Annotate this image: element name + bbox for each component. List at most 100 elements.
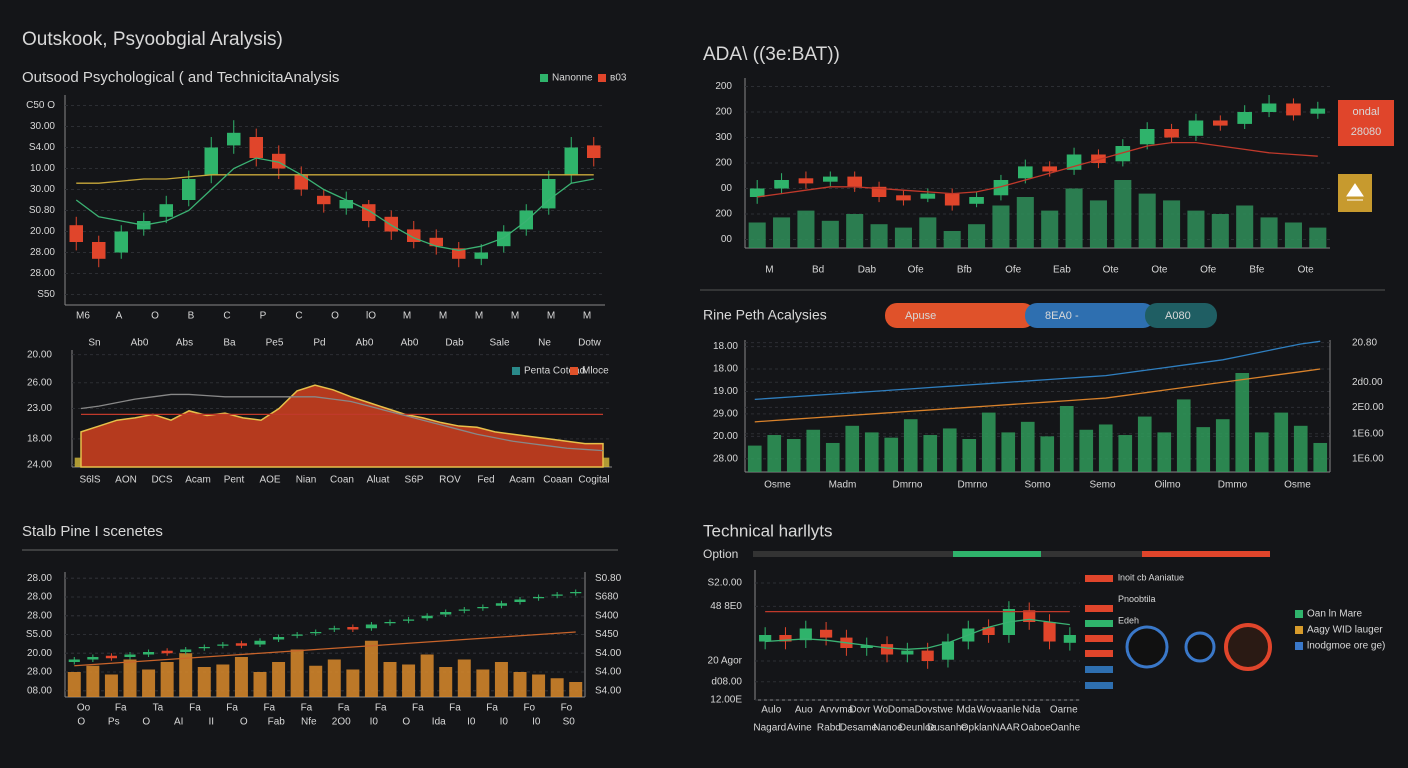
x-tick-label: Ne (538, 338, 551, 349)
volume-bar (786, 439, 801, 472)
x-tick-label: Fa (115, 703, 127, 714)
candle-body (993, 180, 1009, 196)
candle-body (421, 615, 433, 619)
candle-body (429, 237, 443, 247)
x-tick-label: Sale (489, 338, 509, 349)
candle-body (519, 210, 533, 230)
x-tick-label: Fa (338, 703, 350, 714)
pill (885, 303, 1035, 328)
y-tick-label: 28.00 (27, 610, 52, 621)
x-tick-label: M (583, 311, 591, 322)
candle-body (403, 619, 415, 621)
x-tick-label: P (260, 311, 267, 322)
x-tick-label: Auo (795, 705, 813, 716)
candle-body (92, 242, 106, 259)
x-tick-label: Ofe (908, 265, 925, 276)
y-tick-label: 20.00 (713, 431, 738, 442)
volume-bar (1284, 222, 1302, 248)
y-tick-label: 18.00 (713, 341, 738, 352)
candle-body (847, 176, 862, 187)
strip-segment (1142, 551, 1270, 557)
volume-bar (160, 662, 174, 697)
volume-bar (747, 445, 762, 472)
x-tick-label: Ote (1298, 265, 1315, 276)
y-tick-label: 23.00 (27, 403, 52, 414)
x-tick-label: Nian (296, 475, 317, 486)
volume-bar (767, 435, 782, 472)
volume-bar (1235, 373, 1250, 472)
volume-bar (884, 437, 899, 472)
y-tick-label: 18.00 (713, 364, 738, 375)
x-tick-label: Dmrno (892, 480, 922, 491)
candle-body (823, 176, 838, 182)
y-tick-label: 26.00 (27, 377, 52, 388)
candle-body (1188, 120, 1204, 136)
line (74, 631, 576, 667)
x-tick-label: Fo (523, 703, 535, 714)
x-tick-label: Dotw (578, 338, 602, 349)
candle-body (159, 204, 173, 217)
candle-body (921, 650, 934, 661)
x-tick-label: Osme (1284, 480, 1311, 491)
candle-body (920, 193, 936, 199)
x-tick-label: Bd (812, 265, 824, 276)
x-tick-label: Fa (301, 703, 313, 714)
x-tick-label: Pe5 (266, 338, 284, 349)
x-tick-label: I0 (500, 717, 509, 728)
x-tick-label: Ba (223, 338, 236, 349)
candle-body (227, 132, 241, 146)
volume-bar (104, 674, 118, 697)
x-tick-label: O (402, 717, 410, 728)
volume-bar (234, 657, 248, 697)
volume-bar (290, 649, 304, 697)
y-tick-label: S680 (595, 592, 619, 603)
candle-body (1237, 112, 1252, 124)
y-tick-label: 08.00 (27, 685, 52, 696)
volume-bar (457, 659, 471, 697)
x-tick-label: Bfe (1249, 265, 1264, 276)
candle-body (982, 627, 995, 635)
volume-bar (1260, 217, 1278, 248)
candle-body (1164, 129, 1179, 138)
candle-body (542, 179, 556, 209)
x-tick-label: Madm (829, 480, 857, 491)
x-tick-label: Ofe (1200, 265, 1217, 276)
x-tick-label: Dmmo (1218, 480, 1248, 491)
x-tick-label: Nda (1022, 705, 1041, 716)
icon-circle (1184, 631, 1216, 663)
x-tick-label: M (475, 311, 483, 322)
volume-bar (383, 662, 397, 697)
candle-body (310, 632, 322, 634)
volume-bar (1059, 406, 1074, 472)
volume-bar (1196, 427, 1211, 472)
y-tick-label: S450 (595, 629, 619, 640)
candle-body (570, 592, 582, 594)
y-tick-label: 20.00 (27, 349, 52, 360)
x-tick-label: Desame (840, 723, 878, 734)
y-tick-label: 28.00 (30, 247, 55, 258)
legend-swatch (512, 367, 520, 375)
candle-body (514, 599, 526, 602)
area (80, 384, 604, 468)
candle-body (880, 644, 894, 655)
x-tick-label: AON (115, 475, 137, 486)
y-tick-label: d08.00 (711, 676, 742, 687)
volume-bar (1079, 429, 1094, 472)
volume-bar (1001, 432, 1016, 472)
volume-bar (309, 665, 323, 697)
x-tick-label: Deunloe (899, 723, 937, 734)
page-title: Outskook, Psyoobgial Aralysis) (22, 29, 283, 50)
candle-body (474, 252, 488, 259)
x-tick-label: Dovr Wo (849, 705, 888, 716)
volume-bar (420, 654, 434, 697)
y-tick-label: S4.00 (595, 685, 622, 696)
x-tick-label: Nanoe (873, 723, 903, 734)
candle-body (339, 200, 353, 209)
candle-body (941, 641, 955, 660)
candle-body (143, 652, 155, 655)
x-tick-label: M6 (76, 311, 90, 322)
chart-title: ADA\ ((3e:BAT)) (703, 44, 840, 65)
volume-bar (1065, 188, 1083, 248)
x-tick-label: Arvvma (819, 705, 853, 716)
